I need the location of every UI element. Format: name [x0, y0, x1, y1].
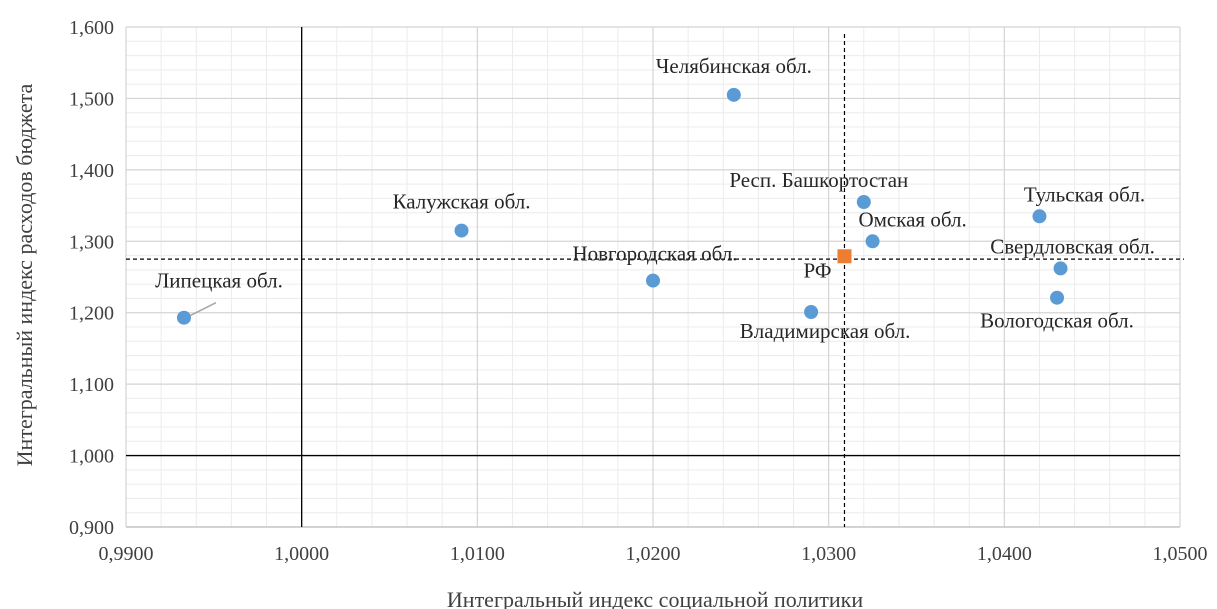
- data-label: Тульская обл.: [1024, 182, 1145, 206]
- y-tick-label: 1,400: [69, 160, 114, 182]
- data-label: Липецкая обл.: [155, 269, 283, 293]
- x-axis-ticks: 0,9900 1,0000 1,0100 1,0200 1,0300 1,0400 1,05…: [99, 543, 1208, 565]
- data-point: [804, 305, 819, 319]
- x-tick-label: 1,0300: [801, 543, 856, 565]
- y-tick-label: 1,500: [69, 88, 114, 110]
- x-tick-label: 1,0100: [450, 543, 505, 565]
- y-tick-label: 1,600: [69, 17, 114, 39]
- data-labels: Липецкая обл. Калужская обл. Новгородская …: [155, 54, 1155, 343]
- x-tick-label: 1,0500: [1153, 543, 1208, 565]
- data-point: [646, 273, 660, 288]
- x-tick-label: 1,0400: [977, 543, 1032, 565]
- data-point: [1053, 261, 1068, 276]
- x-tick-label: 1,0000: [274, 543, 329, 565]
- data-label: Респ. Башкортостан: [729, 168, 908, 192]
- y-axis-ticks: 0,900 1,000 1,100 1,200 1,300 1,400 1,500 1,600: [69, 17, 114, 539]
- x-tick-label: 1,0200: [626, 543, 681, 565]
- y-tick-label: 1,000: [69, 446, 114, 468]
- reference-lines: [126, 27, 1184, 527]
- data-points: [176, 87, 1068, 325]
- data-label: Свердловская обл.: [990, 234, 1155, 258]
- data-label: Омская обл.: [858, 207, 966, 231]
- data-point-rf: [837, 249, 852, 264]
- y-tick-label: 0,900: [69, 517, 114, 539]
- x-tick-label: 0,9900: [99, 543, 154, 565]
- y-axis-title: Интегральный индекс расходов бюджета: [12, 83, 37, 466]
- data-point: [1032, 209, 1047, 224]
- y-tick-label: 1,300: [69, 231, 114, 253]
- data-label: Челябинская обл.: [656, 54, 812, 78]
- data-point: [454, 223, 469, 238]
- label-leader-line: [189, 302, 217, 317]
- y-tick-label: 1,200: [69, 303, 114, 325]
- data-point: [726, 87, 741, 102]
- data-point: [856, 195, 871, 209]
- data-point: [1050, 290, 1065, 305]
- data-label: Владимирская обл.: [740, 319, 911, 343]
- y-tick-label: 1,100: [69, 374, 114, 396]
- data-label: Новгородская обл.: [572, 242, 737, 266]
- data-label: Вологодская обл.: [980, 309, 1134, 333]
- data-label: Калужская обл.: [393, 190, 531, 214]
- data-label: РФ: [804, 258, 832, 282]
- data-point: [176, 310, 191, 325]
- x-axis-title: Интегральный индекс социальной политики: [447, 587, 863, 609]
- data-point: [865, 234, 880, 249]
